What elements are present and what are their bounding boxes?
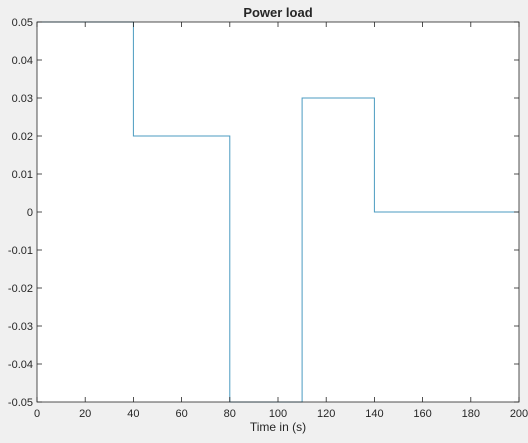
x-axis: 0 20 40 60 80 100 120 140 160 180 200 [34, 22, 528, 420]
y-tick-label: 0.02 [12, 131, 33, 143]
x-tick-label: 200 [510, 408, 528, 420]
y-tick-label: 0.03 [12, 93, 33, 105]
x-tick-label: 140 [365, 408, 383, 420]
x-tick-label: 180 [462, 408, 480, 420]
x-tick-label: 40 [127, 408, 139, 420]
chart-title: Power load [243, 5, 312, 20]
y-tick-label: 0.04 [12, 55, 33, 67]
x-tick-label: 20 [79, 408, 91, 420]
y-tick-label: -0.01 [8, 245, 33, 257]
x-tick-label: 100 [269, 408, 287, 420]
x-tick-label: 160 [413, 408, 431, 420]
y-tick-label: 0 [27, 207, 33, 219]
y-axis: -0.05 -0.04 -0.03 -0.02 -0.01 0 0.01 0.02 0.03 0.… [8, 17, 519, 409]
x-tick-label: 60 [175, 408, 187, 420]
y-tick-label: -0.04 [8, 359, 33, 371]
x-tick-label: 120 [317, 408, 335, 420]
y-tick-label: 0.05 [12, 17, 33, 29]
x-tick-label: 0 [34, 408, 40, 420]
y-tick-label: -0.02 [8, 283, 33, 295]
y-tick-label: 0.01 [12, 169, 33, 181]
y-tick-label: -0.05 [8, 397, 33, 409]
x-axis-label: Time in (s) [250, 420, 306, 434]
x-tick-label: 80 [224, 408, 236, 420]
y-tick-label: -0.03 [8, 321, 33, 333]
